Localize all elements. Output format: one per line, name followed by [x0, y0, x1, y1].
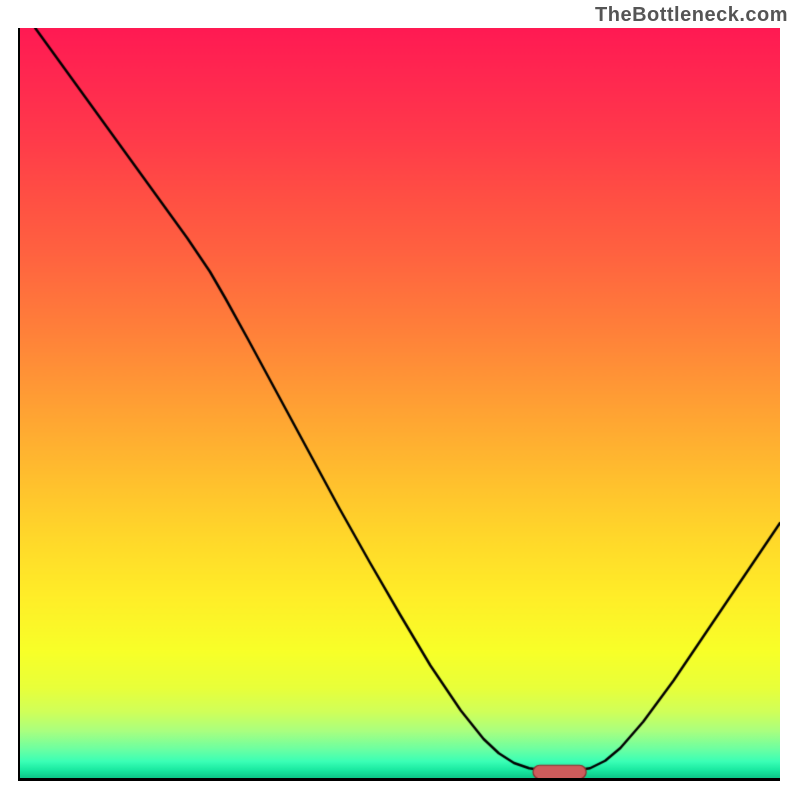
chart-container [20, 28, 780, 778]
heatmap-line-chart [20, 28, 780, 778]
attribution-text: TheBottleneck.com [595, 4, 788, 27]
y-axis-line [18, 28, 21, 781]
x-axis-line [18, 778, 781, 781]
